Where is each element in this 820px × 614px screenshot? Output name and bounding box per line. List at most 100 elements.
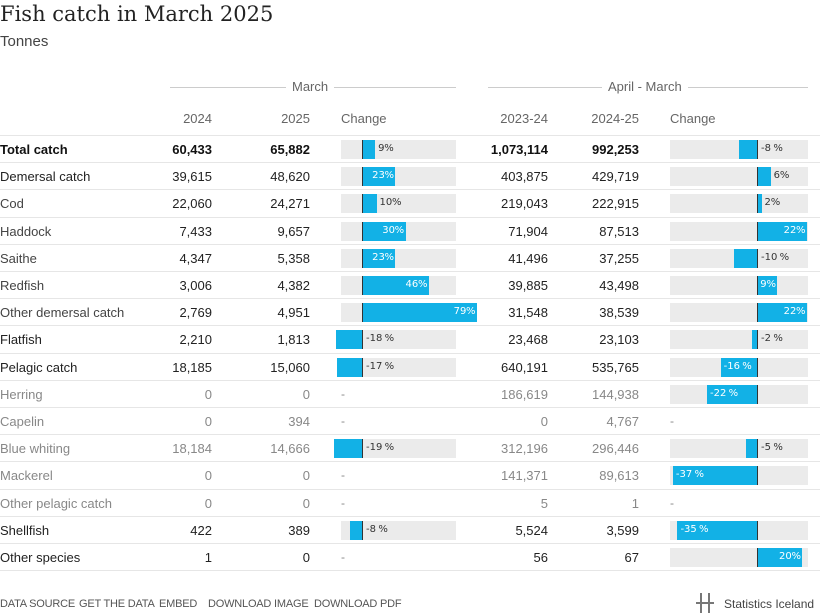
march-percent-sign: % — [391, 197, 402, 209]
march-percent-sign: % — [417, 279, 428, 290]
annual-percent-sign: % — [699, 523, 709, 535]
annual-percent-sign: % — [773, 143, 783, 154]
col-header-2024-25: 2024-25 — [591, 111, 639, 126]
march-change-track: 23% — [341, 248, 456, 268]
annual-2024-25-value: 89,613 — [599, 468, 639, 484]
annual-2023-24-value: 141,371 — [501, 468, 548, 484]
annual-change-track: -10% — [670, 248, 808, 268]
annual-change-bar — [757, 167, 771, 187]
annual-2023-24-value: 56 — [533, 550, 548, 565]
march-2024-value: 0 — [204, 468, 212, 484]
annual-zero-line — [757, 439, 758, 459]
annual-2023-24-value: 31,548 — [508, 305, 548, 321]
annual-2024-25-value: 429,719 — [592, 169, 639, 185]
annual-2024-25-value: 43,498 — [599, 278, 639, 293]
embed-link[interactable]: EMBED — [159, 598, 198, 610]
annual-change-label: -37 — [675, 469, 693, 481]
march-2024-value: 60,433 — [172, 142, 212, 157]
col-header-change-march: Change — [341, 111, 387, 126]
march-change-none: - — [341, 386, 345, 401]
march-change-label: 10 — [379, 197, 393, 209]
row-label: Cod — [0, 196, 24, 212]
annual-zero-line — [757, 221, 758, 241]
annual-change-label: 20 — [779, 551, 792, 562]
annual-change-track: -2% — [670, 330, 808, 350]
data-source-link[interactable]: DATA SOURCE — [0, 598, 76, 610]
annual-percent-sign: % — [796, 306, 806, 318]
annual-2023-24-value: 71,904 — [508, 223, 548, 239]
row-label: Herring — [0, 386, 43, 402]
march-zero-line — [362, 520, 363, 540]
annual-percent-sign: % — [779, 251, 790, 263]
march-2024-value: 0 — [204, 386, 212, 402]
march-change-label: 46 — [405, 279, 419, 290]
annual-2023-24-value: 5,524 — [515, 522, 548, 538]
march-change-bar — [362, 303, 477, 323]
march-2025-value: 394 — [288, 414, 310, 429]
march-2024-value: 0 — [204, 414, 212, 429]
annual-2024-25-value: 992,253 — [592, 142, 639, 157]
march-2024-value: 1 — [204, 550, 212, 565]
annual-change-label: 2 — [764, 197, 771, 209]
annual-percent-sign: % — [728, 387, 739, 399]
annual-2024-25-value: 1 — [631, 495, 639, 511]
march-change-track: -19% — [334, 439, 456, 459]
annual-change-bar — [757, 221, 807, 241]
annual-2024-25-value: 37,255 — [599, 250, 639, 266]
march-percent-sign: % — [384, 143, 394, 154]
annual-change-track: 20% — [670, 548, 808, 567]
march-zero-line — [362, 221, 363, 241]
row-label: Haddock — [0, 223, 52, 239]
get-the-data-link[interactable]: GET THE DATA — [79, 598, 155, 610]
annual-2023-24-value: 23,468 — [508, 332, 548, 348]
annual-change-bar — [672, 466, 757, 486]
annual-zero-line — [757, 520, 758, 540]
march-change-track: 46% — [341, 276, 456, 295]
march-2025-value: 1,813 — [277, 332, 310, 348]
annual-change-bar — [734, 248, 757, 268]
march-zero-line — [362, 303, 363, 323]
col-header-2024: 2024 — [183, 111, 212, 126]
march-2024-value: 2,210 — [179, 332, 212, 348]
row-label: Other species — [0, 550, 81, 565]
annual-2024-25-value: 38,539 — [599, 305, 639, 321]
march-2025-value: 24,271 — [270, 196, 310, 212]
march-percent-sign: % — [394, 224, 405, 236]
annual-change-label: 22 — [783, 224, 797, 236]
chart-subtitle: Tonnes — [0, 33, 49, 50]
download-image-link[interactable]: DOWNLOAD IMAGE — [208, 598, 309, 610]
march-zero-line — [362, 357, 363, 377]
annual-change-bar — [757, 548, 803, 567]
row-label: Saithe — [0, 250, 37, 266]
march-2024-value: 3,006 — [179, 278, 212, 293]
table-row: Demersal catch 39,615 48,620 403,875 429,719… — [0, 162, 820, 190]
march-zero-line — [362, 140, 363, 159]
annual-change-label: -10 — [761, 251, 778, 263]
march-change-track: 10% — [341, 194, 456, 214]
march-change-track: 79% — [341, 303, 477, 323]
annual-2024-25-value: 222,915 — [592, 196, 639, 212]
download-pdf-link[interactable]: DOWNLOAD PDF — [314, 598, 402, 610]
march-change-bar — [337, 357, 362, 377]
table-row: Blue whiting 18,184 14,666 312,196 296,446 -1… — [0, 434, 820, 462]
annual-zero-line — [757, 548, 758, 567]
march-2025-value: 0 — [302, 386, 310, 402]
march-change-none: - — [341, 414, 345, 428]
annual-change-bar — [738, 140, 757, 159]
annual-zero-line — [757, 357, 758, 377]
row-label: Blue whiting — [0, 441, 71, 457]
table-row: Shellfish 422 389 5,524 3,599 -8% -35% — [0, 515, 820, 544]
annual-change-bar — [757, 303, 807, 323]
col-header-2023-24: 2023-24 — [500, 111, 548, 126]
march-2025-value: 14,666 — [270, 441, 310, 457]
march-change-bar — [362, 140, 376, 159]
march-2025-value: 65,882 — [270, 142, 310, 157]
annual-2024-25-value: 296,446 — [592, 441, 639, 457]
march-change-track: -17% — [337, 357, 456, 377]
march-change-bar — [362, 276, 429, 295]
march-change-track: 30% — [341, 221, 456, 241]
march-2024-value: 18,185 — [172, 359, 212, 375]
annual-2024-25-value: 67 — [624, 550, 639, 565]
march-2025-value: 48,620 — [270, 169, 310, 185]
march-2024-value: 22,060 — [172, 196, 212, 212]
